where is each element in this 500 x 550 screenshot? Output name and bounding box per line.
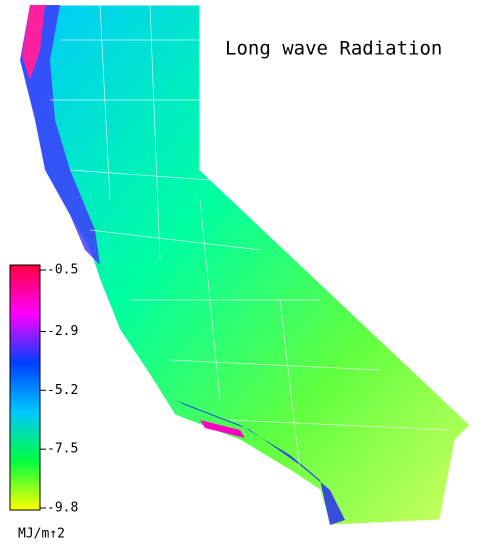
colorbar-tick-label: -0.5: [47, 263, 78, 278]
colorbar-unit: MJ/m↑2: [18, 527, 65, 542]
colorbar-tick-label: -9.8: [47, 501, 78, 516]
colorbar: [9, 264, 41, 511]
colorbar-tick-label: -7.5: [47, 442, 78, 457]
colorbar-tick-label: -5.2: [47, 383, 78, 398]
california-map: [19, 4, 471, 526]
colorbar-tick-label: -2.9: [47, 324, 78, 339]
map-title: Long wave Radiation: [225, 38, 442, 60]
